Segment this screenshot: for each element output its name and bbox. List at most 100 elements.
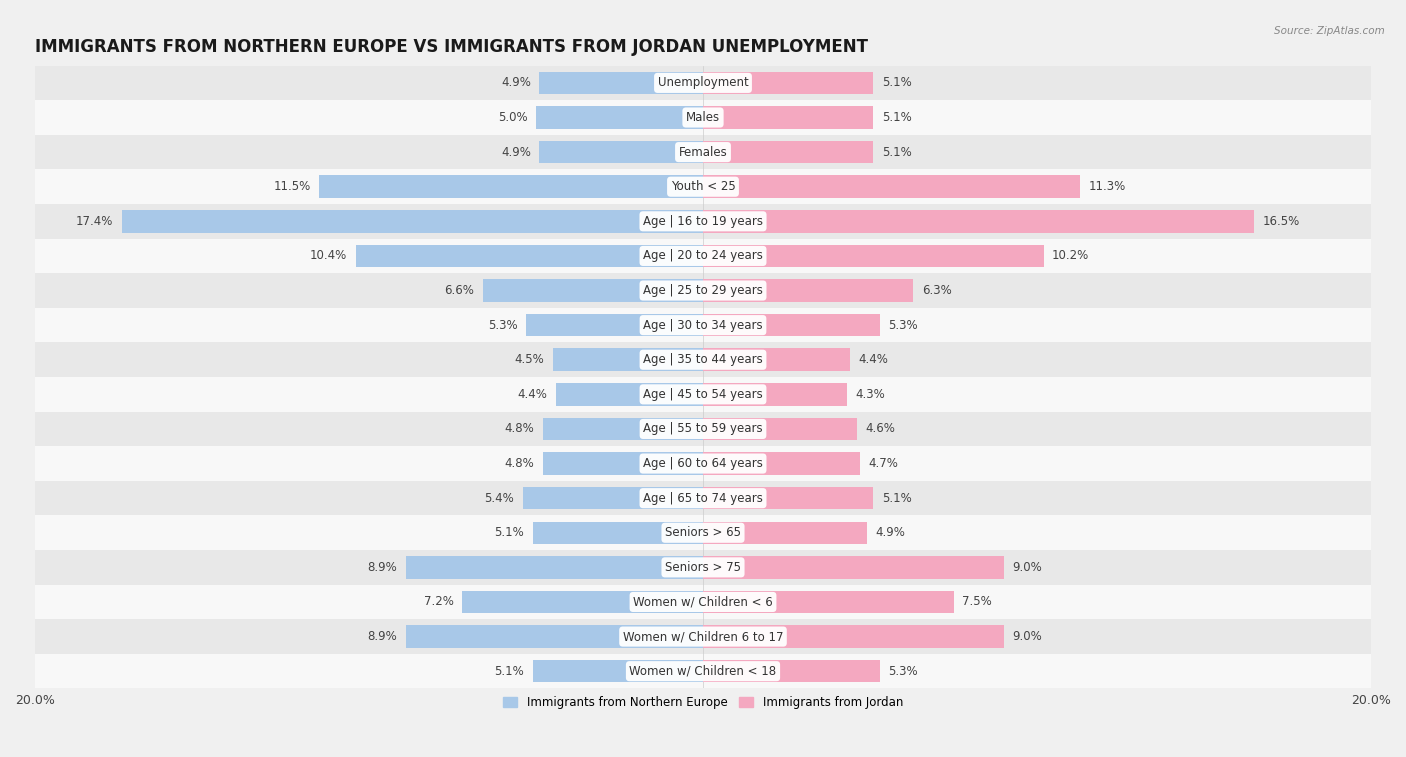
Text: 16.5%: 16.5%: [1263, 215, 1299, 228]
Text: 6.3%: 6.3%: [922, 284, 952, 297]
Bar: [35, 446, 1371, 481]
Text: 4.7%: 4.7%: [869, 457, 898, 470]
Text: 4.8%: 4.8%: [505, 422, 534, 435]
Text: 9.0%: 9.0%: [1012, 561, 1042, 574]
Text: Age | 20 to 24 years: Age | 20 to 24 years: [643, 249, 763, 263]
Text: 4.9%: 4.9%: [875, 526, 905, 539]
Bar: [540, 72, 703, 94]
Bar: [543, 418, 703, 440]
Bar: [356, 245, 703, 267]
Text: 4.5%: 4.5%: [515, 354, 544, 366]
Text: 5.1%: 5.1%: [882, 111, 911, 124]
Text: 5.3%: 5.3%: [889, 319, 918, 332]
Text: 4.9%: 4.9%: [501, 145, 531, 159]
Text: Females: Females: [679, 145, 727, 159]
Text: 4.4%: 4.4%: [858, 354, 889, 366]
Bar: [703, 452, 860, 475]
Text: Youth < 25: Youth < 25: [671, 180, 735, 193]
Bar: [35, 273, 1371, 308]
Text: 7.5%: 7.5%: [962, 596, 991, 609]
Text: 10.4%: 10.4%: [309, 249, 347, 263]
Bar: [703, 245, 1043, 267]
Bar: [526, 314, 703, 336]
Bar: [703, 625, 1004, 648]
Bar: [555, 383, 703, 406]
Legend: Immigrants from Northern Europe, Immigrants from Jordan: Immigrants from Northern Europe, Immigra…: [498, 691, 908, 714]
Bar: [703, 176, 1080, 198]
Bar: [523, 487, 703, 509]
Bar: [703, 141, 873, 164]
Text: 5.1%: 5.1%: [495, 665, 524, 678]
Text: 4.3%: 4.3%: [855, 388, 884, 401]
Bar: [540, 141, 703, 164]
Bar: [35, 516, 1371, 550]
Text: 10.2%: 10.2%: [1052, 249, 1090, 263]
Bar: [35, 619, 1371, 654]
Bar: [482, 279, 703, 302]
Bar: [35, 342, 1371, 377]
Bar: [703, 279, 914, 302]
Bar: [703, 660, 880, 682]
Text: 4.9%: 4.9%: [501, 76, 531, 89]
Bar: [703, 556, 1004, 578]
Bar: [703, 348, 851, 371]
Bar: [703, 522, 866, 544]
Text: Age | 25 to 29 years: Age | 25 to 29 years: [643, 284, 763, 297]
Text: Age | 16 to 19 years: Age | 16 to 19 years: [643, 215, 763, 228]
Text: Age | 55 to 59 years: Age | 55 to 59 years: [643, 422, 763, 435]
Bar: [543, 452, 703, 475]
Bar: [533, 522, 703, 544]
Text: Age | 35 to 44 years: Age | 35 to 44 years: [643, 354, 763, 366]
Text: Males: Males: [686, 111, 720, 124]
Bar: [35, 135, 1371, 170]
Text: Age | 45 to 54 years: Age | 45 to 54 years: [643, 388, 763, 401]
Bar: [35, 66, 1371, 100]
Bar: [319, 176, 703, 198]
Bar: [35, 100, 1371, 135]
Bar: [35, 170, 1371, 204]
Bar: [536, 106, 703, 129]
Text: 4.6%: 4.6%: [865, 422, 894, 435]
Text: 5.1%: 5.1%: [882, 76, 911, 89]
Bar: [35, 238, 1371, 273]
Bar: [533, 660, 703, 682]
Text: 6.6%: 6.6%: [444, 284, 474, 297]
Bar: [35, 654, 1371, 688]
Text: 5.1%: 5.1%: [882, 491, 911, 505]
Text: 11.3%: 11.3%: [1088, 180, 1126, 193]
Text: 5.3%: 5.3%: [488, 319, 517, 332]
Bar: [703, 383, 846, 406]
Text: 5.3%: 5.3%: [889, 665, 918, 678]
Bar: [35, 412, 1371, 446]
Text: 11.5%: 11.5%: [273, 180, 311, 193]
Bar: [406, 556, 703, 578]
Text: Seniors > 75: Seniors > 75: [665, 561, 741, 574]
Bar: [553, 348, 703, 371]
Text: Women w/ Children < 6: Women w/ Children < 6: [633, 596, 773, 609]
Text: Source: ZipAtlas.com: Source: ZipAtlas.com: [1274, 26, 1385, 36]
Bar: [35, 204, 1371, 238]
Text: Age | 65 to 74 years: Age | 65 to 74 years: [643, 491, 763, 505]
Text: 8.9%: 8.9%: [367, 561, 398, 574]
Text: 4.4%: 4.4%: [517, 388, 548, 401]
Bar: [703, 314, 880, 336]
Text: 9.0%: 9.0%: [1012, 630, 1042, 643]
Text: Women w/ Children 6 to 17: Women w/ Children 6 to 17: [623, 630, 783, 643]
Bar: [122, 210, 703, 232]
Text: Seniors > 65: Seniors > 65: [665, 526, 741, 539]
Bar: [703, 487, 873, 509]
Bar: [35, 584, 1371, 619]
Text: 8.9%: 8.9%: [367, 630, 398, 643]
Text: Age | 30 to 34 years: Age | 30 to 34 years: [643, 319, 763, 332]
Text: Age | 60 to 64 years: Age | 60 to 64 years: [643, 457, 763, 470]
Bar: [35, 377, 1371, 412]
Text: 5.1%: 5.1%: [495, 526, 524, 539]
Text: IMMIGRANTS FROM NORTHERN EUROPE VS IMMIGRANTS FROM JORDAN UNEMPLOYMENT: IMMIGRANTS FROM NORTHERN EUROPE VS IMMIG…: [35, 38, 868, 56]
Bar: [35, 550, 1371, 584]
Text: 7.2%: 7.2%: [425, 596, 454, 609]
Text: Women w/ Children < 18: Women w/ Children < 18: [630, 665, 776, 678]
Bar: [703, 72, 873, 94]
Text: 5.0%: 5.0%: [498, 111, 527, 124]
Bar: [35, 308, 1371, 342]
Bar: [703, 106, 873, 129]
